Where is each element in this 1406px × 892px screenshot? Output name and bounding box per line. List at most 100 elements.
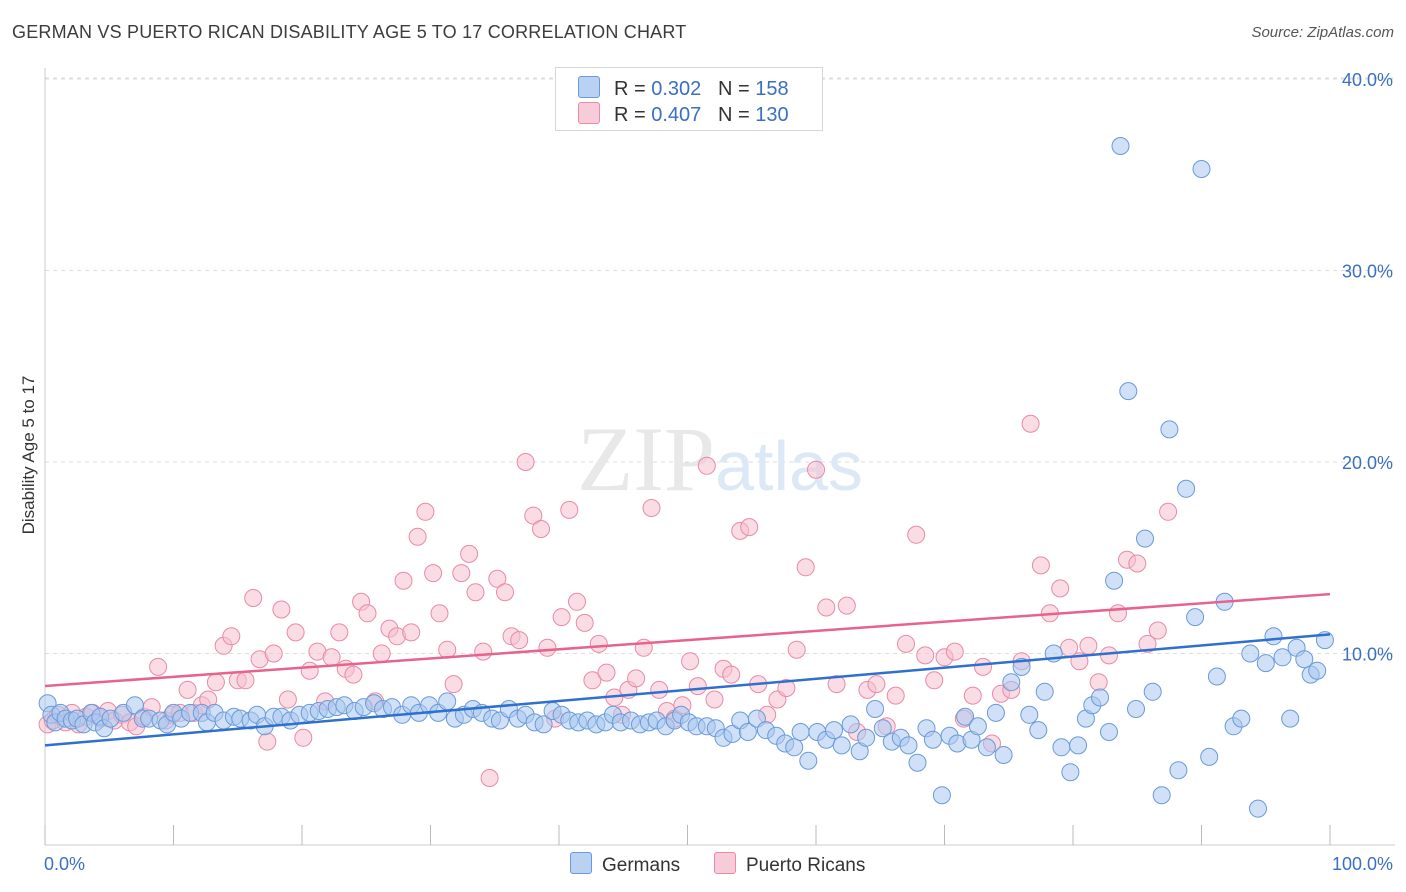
german-point-132: [1119, 382, 1138, 401]
german-point-137: [1160, 420, 1179, 439]
pr-point-136: [1128, 554, 1147, 573]
german-point-136: [1152, 786, 1171, 805]
german-point-111: [956, 707, 975, 726]
german-point-149: [1256, 654, 1275, 673]
german-point-135: [1143, 682, 1162, 701]
pr-point-64: [496, 583, 514, 602]
pr-point-117: [945, 642, 964, 661]
pr-point-90: [688, 677, 707, 696]
german-point-128: [1091, 688, 1109, 707]
german-point-134: [1136, 529, 1154, 548]
y-tick-label-20: 20.0%: [1342, 453, 1393, 473]
pr-point-29: [244, 589, 263, 607]
pr-point-112: [897, 634, 915, 653]
pr-point-134: [1109, 604, 1127, 623]
chart-title: GERMAN VS PUERTO RICAN DISABILITY AGE 5 …: [12, 22, 687, 42]
german-point-96: [832, 736, 851, 755]
pr-point-72: [552, 608, 571, 627]
german-points: [38, 137, 1334, 818]
german-point-120: [1029, 721, 1048, 740]
pr-point-52: [408, 527, 427, 546]
pr-point-26: [222, 627, 241, 646]
x-tick-label-0: 0.0%: [44, 854, 85, 874]
german-point-147: [1241, 644, 1260, 663]
pr-point-132: [1089, 673, 1108, 692]
pr-point-120: [974, 657, 992, 676]
german-point-118: [1012, 657, 1031, 676]
german-point-151: [1273, 648, 1292, 667]
watermark-atlas: atlas: [715, 427, 863, 505]
pr-point-61: [474, 642, 493, 661]
pr-point-131: [1079, 636, 1098, 655]
german-point-95: [825, 721, 843, 740]
german-point-138: [1169, 761, 1188, 780]
pr-point-114: [916, 646, 935, 665]
pr-point-85: [650, 680, 669, 699]
german-point-154: [1295, 650, 1314, 669]
pr-point-102: [796, 558, 815, 577]
pr-point-111: [886, 686, 905, 705]
german-point-85: [738, 723, 757, 741]
pr-point-41: [330, 623, 349, 642]
pr-point-133: [1100, 646, 1118, 665]
pr-point-53: [416, 502, 435, 521]
y-tick-label-40: 40.0%: [1342, 70, 1393, 90]
pr-point-101: [787, 640, 806, 659]
pr-point-74: [568, 592, 586, 611]
german-point-100: [866, 700, 885, 718]
pr-point-69: [532, 520, 550, 538]
pr-point-77: [589, 634, 608, 653]
german-point-156: [1308, 661, 1327, 680]
german-point-113: [968, 717, 987, 736]
pr-point-126: [1031, 556, 1050, 575]
legend-row-germans: R = 0.302 N = 158: [578, 76, 789, 100]
pr-point-96: [740, 518, 759, 537]
pr-legend-swatch: [714, 852, 736, 874]
pr-point-63: [488, 569, 507, 588]
german-point-61: [534, 715, 553, 734]
german-r-value: 0.302: [651, 78, 702, 100]
axes: [44, 68, 1395, 846]
pr-point-100: [777, 679, 796, 697]
pr-point-75: [575, 613, 594, 632]
german-point-143: [1207, 667, 1226, 686]
pr-point-68: [524, 506, 543, 525]
pr-point-67: [516, 453, 535, 471]
pr-point-51: [402, 623, 421, 642]
pr-point-76: [583, 671, 602, 690]
pr-point-125: [1021, 414, 1040, 433]
german-point-101: [873, 719, 892, 738]
german-point-92: [799, 751, 818, 770]
german-point-125: [1069, 736, 1088, 755]
german-trend-line: [44, 633, 1331, 747]
bottom-legend-germans: Germans: [570, 852, 680, 877]
pr-point-105: [827, 675, 846, 694]
pr-point-82: [627, 669, 646, 688]
german-point-116: [994, 746, 1013, 764]
pr-point-58: [452, 564, 471, 583]
pr-point-106: [837, 596, 856, 615]
german-point-104: [899, 736, 918, 755]
trend-lines: [44, 592, 1331, 747]
german-point-148: [1249, 799, 1267, 818]
pr-point-16: [149, 657, 168, 676]
pr-point-104: [817, 598, 836, 617]
german-point-50: [438, 692, 457, 711]
pr-point-115: [925, 671, 944, 690]
german-point-115: [986, 703, 1005, 722]
source-label: Source: ZipAtlas.com: [1251, 24, 1394, 41]
pr-point-89: [681, 652, 700, 671]
pr-point-57: [444, 675, 463, 694]
pr-point-70: [538, 638, 557, 657]
pr-point-78: [597, 663, 616, 682]
german-point-124: [1061, 763, 1080, 782]
watermark-zip: ZIP: [577, 408, 715, 510]
german-point-130: [1105, 571, 1124, 590]
pr-point-34: [278, 690, 297, 709]
pr-point-91: [697, 456, 716, 475]
german-point-90: [785, 738, 804, 757]
pr-point-109: [867, 675, 886, 694]
pr-point-138: [1148, 621, 1167, 640]
pr-point-45: [358, 604, 377, 623]
